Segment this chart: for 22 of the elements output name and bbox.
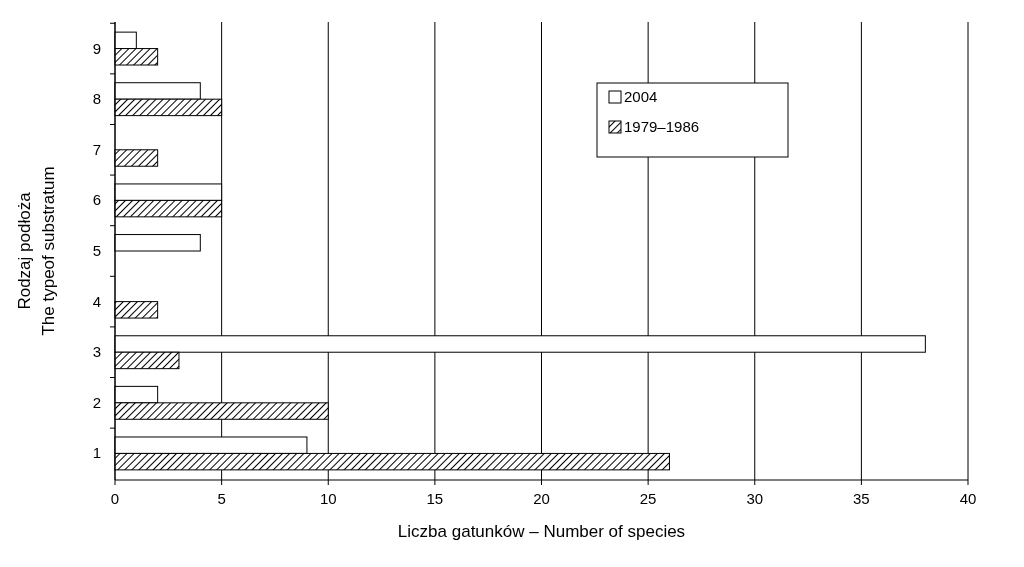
y-tick-label: 3 [92, 343, 101, 361]
x-tick-label: 25 [639, 490, 657, 507]
y-axis-title: Rodzaj podłoża The typeof substratum [15, 166, 58, 336]
x-tick-label: 40 [959, 490, 977, 507]
y-tick-label: 5 [92, 242, 101, 259]
x-tick-label: 30 [746, 490, 764, 507]
y-tick-label: 4 [92, 292, 101, 310]
y-tick-label: 6 [92, 191, 101, 209]
y-tick-label: 2 [92, 393, 101, 411]
x-tick-label: 15 [426, 490, 444, 507]
legend-label: 2004 [624, 88, 658, 105]
x-tick-label: 20 [533, 490, 550, 507]
y-tick-label: 1 [92, 444, 101, 462]
x-tick-label: 5 [217, 490, 226, 507]
y-tick-label: 8 [92, 90, 101, 108]
y-tick-label: 7 [92, 140, 101, 158]
x-tick-label: 10 [319, 490, 337, 507]
y-tick-label: 9 [92, 39, 101, 57]
x-axis-title: Liczba gatunków – Number of species [397, 522, 686, 541]
legend-label: 1979–1986 [624, 118, 700, 135]
x-tick-label: 0 [110, 490, 120, 507]
x-tick-label: 35 [853, 490, 870, 507]
